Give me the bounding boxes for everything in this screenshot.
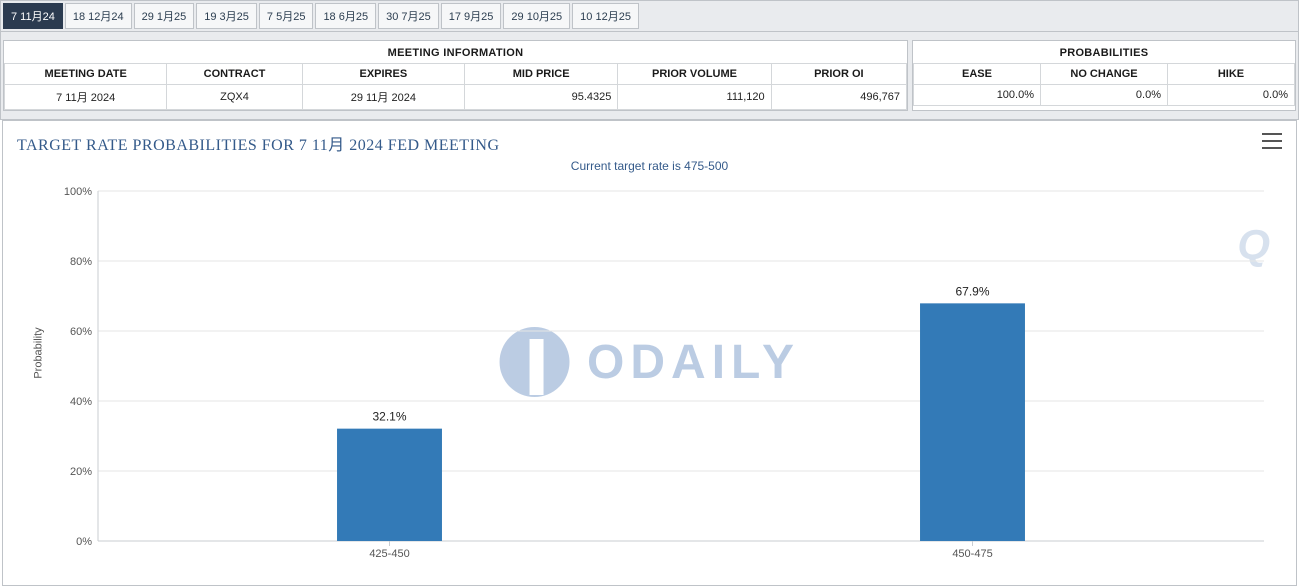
x-tick-label: 425-450 [369, 548, 409, 560]
table-row: 100.0% 0.0% 0.0% [914, 85, 1295, 106]
svg-text:80%: 80% [70, 256, 92, 268]
date-tab[interactable]: 7 11月24 [3, 3, 63, 29]
date-tab-strip: 7 11月2418 12月2429 1月2519 3月257 5月2518 6月… [0, 0, 1299, 31]
table-header-row: MEETING DATE CONTRACT EXPIRES MID PRICE … [5, 64, 907, 85]
col-hike: HIKE [1168, 64, 1295, 85]
chart-svg: 0% 20% 40% 60% 80% 100% 32.1% 425-450 67.9% 450-4… [58, 181, 1274, 565]
cell-meeting-date: 7 11月 2024 [5, 85, 167, 110]
probabilities-panel: PROBABILITIES EASE NO CHANGE HIKE 100.0%… [912, 40, 1296, 111]
probabilities-table: EASE NO CHANGE HIKE 100.0% 0.0% 0.0% [913, 63, 1295, 106]
date-tab[interactable]: 30 7月25 [378, 3, 439, 29]
chart-panel: TARGET RATE PROBABILITIES FOR 7 11月 2024… [2, 120, 1297, 586]
date-tab[interactable]: 19 3月25 [196, 3, 257, 29]
date-tab[interactable]: 7 5月25 [259, 3, 314, 29]
svg-text:60%: 60% [70, 326, 92, 338]
probabilities-title: PROBABILITIES [913, 41, 1295, 63]
table-row: 7 11月 2024 ZQX4 29 11月 2024 95.4325 111,… [5, 85, 907, 110]
svg-text:40%: 40% [70, 396, 92, 408]
chart-subtitle: Current target rate is 475-500 [3, 159, 1296, 173]
date-tab[interactable]: 29 1月25 [134, 3, 195, 29]
table-header-row: EASE NO CHANGE HIKE [914, 64, 1295, 85]
svg-text:100%: 100% [64, 186, 92, 198]
svg-text:0%: 0% [76, 536, 92, 548]
cell-no-change: 0.0% [1041, 85, 1168, 106]
col-ease: EASE [914, 64, 1041, 85]
col-prior-oi: PRIOR OI [771, 64, 906, 85]
cell-ease: 100.0% [914, 85, 1041, 106]
cell-prior-oi: 496,767 [771, 85, 906, 110]
date-tab[interactable]: 18 6月25 [315, 3, 376, 29]
meeting-info-table: MEETING DATE CONTRACT EXPIRES MID PRICE … [4, 63, 907, 110]
col-prior-volume: PRIOR VOLUME [618, 64, 771, 85]
info-row: MEETING INFORMATION MEETING DATE CONTRAC… [0, 31, 1299, 120]
x-tick-label: 450-475 [952, 548, 992, 560]
chart-menu-button[interactable] [1262, 133, 1282, 149]
chart-bar[interactable] [920, 303, 1025, 541]
col-no-change: NO CHANGE [1041, 64, 1168, 85]
meeting-info-panel: MEETING INFORMATION MEETING DATE CONTRAC… [3, 40, 908, 111]
meeting-info-title: MEETING INFORMATION [4, 41, 907, 63]
date-tab[interactable]: 29 10月25 [503, 3, 570, 29]
svg-text:20%: 20% [70, 466, 92, 478]
chart-bar[interactable] [337, 429, 442, 541]
cell-contract: ZQX4 [167, 85, 302, 110]
cell-prior-volume: 111,120 [618, 85, 771, 110]
cell-mid-price: 95.4325 [465, 85, 618, 110]
date-tab[interactable]: 18 12月24 [65, 3, 132, 29]
col-expires: EXPIRES [302, 64, 464, 85]
chart-title: TARGET RATE PROBABILITIES FOR 7 11月 2024… [3, 121, 1296, 159]
bar-value-label: 67.9% [955, 284, 989, 298]
y-axis-label: Probability [33, 327, 45, 378]
col-meeting-date: MEETING DATE [5, 64, 167, 85]
date-tab[interactable]: 10 12月25 [572, 3, 639, 29]
col-mid-price: MID PRICE [465, 64, 618, 85]
date-tab[interactable]: 17 9月25 [441, 3, 502, 29]
bar-value-label: 32.1% [372, 410, 406, 424]
cell-hike: 0.0% [1168, 85, 1295, 106]
col-contract: CONTRACT [167, 64, 302, 85]
chart-plot-area: 0% 20% 40% 60% 80% 100% 32.1% 425-450 67.9% 450-4… [58, 181, 1274, 565]
cell-expires: 29 11月 2024 [302, 85, 464, 110]
